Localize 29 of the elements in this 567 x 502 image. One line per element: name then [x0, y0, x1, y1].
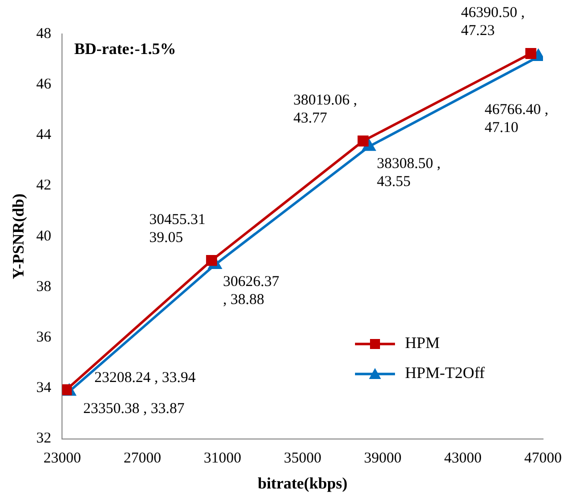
- data-label: 23208.24 , 33.94: [94, 370, 196, 386]
- x-tick-label: 43000: [444, 450, 482, 467]
- x-tick-label: 23000: [43, 450, 81, 467]
- x-tick-label: 31000: [204, 450, 242, 467]
- y-tick-label: 42: [36, 178, 52, 194]
- x-tick-label: 47000: [524, 450, 562, 467]
- data-label: 46766.40 , 47.10: [484, 102, 548, 136]
- legend-label: HPM: [405, 334, 440, 353]
- data-label: 30455.31 39.05: [149, 212, 206, 246]
- y-tick-label: 40: [36, 228, 52, 244]
- y-tick-label: 34: [36, 380, 52, 396]
- data-label: 30626.37 , 38.88: [222, 274, 280, 308]
- annotation: BD-rate:-1.5%: [74, 41, 176, 58]
- data-label: 23350.38 , 33.87: [83, 400, 185, 417]
- x-tick-label: 39000: [364, 450, 402, 467]
- x-tick-label: 27000: [124, 450, 162, 467]
- y-tick-label: 46: [36, 76, 52, 93]
- data-label: 38019.06 , 43.77: [293, 92, 358, 126]
- y-tick-label: 32: [36, 430, 52, 447]
- data-label: 38308.50 , 43.55: [376, 156, 441, 190]
- y-tick-label: 44: [36, 127, 52, 144]
- data-label: 46390.50 , 47.23: [461, 4, 525, 39]
- y-tick-label: 38: [36, 278, 52, 295]
- y-axis-title: Y-PSNR(db): [10, 194, 28, 280]
- x-tick-label: 35000: [284, 450, 322, 467]
- y-tick-label: 36: [36, 330, 52, 346]
- x-axis-title: bitrate(kbps): [258, 476, 348, 493]
- legend-label: HPM-T2Off: [405, 364, 485, 383]
- y-tick-label: 48: [36, 26, 52, 42]
